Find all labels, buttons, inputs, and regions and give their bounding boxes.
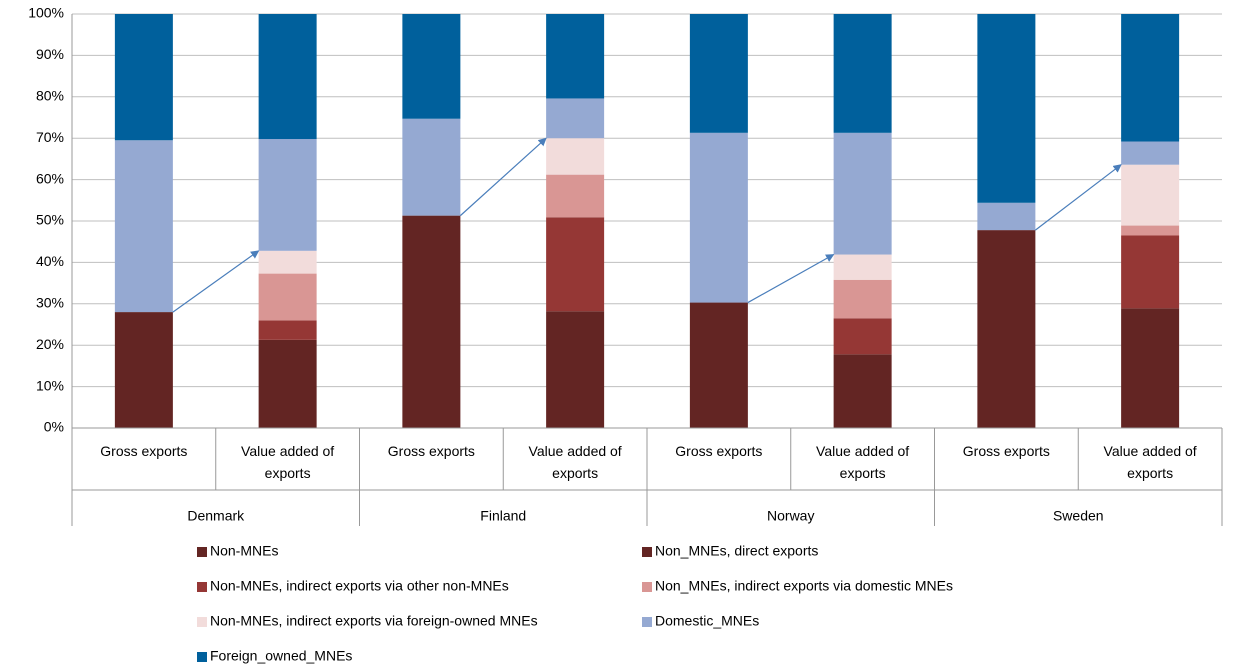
x-tick-label: Value added of exports <box>1103 443 1197 481</box>
legend-swatch <box>197 582 207 592</box>
bar-segment <box>258 320 317 340</box>
y-tick-label: 10% <box>36 377 64 393</box>
bar-segment <box>546 311 605 428</box>
x-tick-label: Gross exports <box>100 443 188 459</box>
legend-label: Non-MNEs, indirect exports via foreign-o… <box>210 613 538 629</box>
bar-segment <box>546 174 605 218</box>
bar-segment <box>1121 164 1180 226</box>
x-tick-label-box: Gross exports <box>962 443 1050 459</box>
bar-segment <box>1121 14 1180 142</box>
legend-swatch <box>197 547 207 557</box>
bar-segment <box>258 339 317 428</box>
bar-segment <box>977 230 1036 428</box>
y-tick-label: 50% <box>36 212 64 228</box>
y-tick-label: 0% <box>44 419 64 435</box>
bar-segment <box>546 98 605 139</box>
legend-swatch <box>197 617 207 627</box>
bar-segment <box>114 140 173 313</box>
x-tick-label: Gross exports <box>387 443 475 459</box>
x-tick-label: Value added of exports <box>241 443 335 481</box>
x-tick-label-box: Value added of exports <box>528 443 622 481</box>
legend-label: Domestic_MNEs <box>655 613 759 629</box>
x-tick-label-box: Gross exports <box>100 443 188 459</box>
bar-segment <box>258 273 317 321</box>
bar-segment <box>977 14 1036 203</box>
y-tick-label: 70% <box>36 129 64 145</box>
bar-segment <box>689 132 748 303</box>
bar-segment <box>258 139 317 251</box>
bar-segment <box>833 132 892 255</box>
x-tick-label-box: Value added of exports <box>1103 443 1197 481</box>
bar-segment <box>402 14 461 119</box>
x-tick-label-box: Value added of exports <box>816 443 910 481</box>
arrow <box>172 250 260 313</box>
bar-segment <box>546 14 605 99</box>
bar-segment <box>114 312 173 428</box>
legend-label: Non-MNEs <box>210 543 278 559</box>
bar-segment <box>402 118 461 216</box>
legend-swatch <box>642 547 652 557</box>
x-tick-label-box: Value added of exports <box>241 443 335 481</box>
y-tick-label: 20% <box>36 336 64 352</box>
bar-segment <box>1121 308 1180 428</box>
y-tick-label: 100% <box>28 5 64 21</box>
legend-label: Non-MNEs, indirect exports via other non… <box>210 578 509 594</box>
group-label: Denmark <box>187 508 245 524</box>
bar-segment <box>402 215 461 428</box>
arrow <box>1035 164 1122 231</box>
bar-segment <box>114 14 173 141</box>
bar-segment <box>833 318 892 355</box>
x-tick-label: Value added of exports <box>816 443 910 481</box>
bar-segment <box>833 14 892 133</box>
bar-segment <box>689 14 748 133</box>
arrow <box>459 137 547 217</box>
bar-segment <box>833 279 892 319</box>
group-label: Norway <box>767 508 814 524</box>
bar-segment <box>258 250 317 274</box>
bar-segment <box>1121 235 1180 309</box>
legend-label: Non_MNEs, indirect exports via domestic … <box>655 578 953 594</box>
legend-swatch <box>197 652 207 662</box>
y-tick-label: 30% <box>36 295 64 311</box>
legend-swatch <box>642 582 652 592</box>
x-tick-label-box: Gross exports <box>675 443 763 459</box>
legend-label: Foreign_owned_MNEs <box>210 648 352 664</box>
legend-label: Non_MNEs, direct exports <box>655 543 818 559</box>
bar-segment <box>546 138 605 175</box>
x-tick-label: Gross exports <box>675 443 763 459</box>
y-tick-label: 40% <box>36 253 64 269</box>
bar-segment <box>977 202 1036 231</box>
y-tick-label: 60% <box>36 170 64 186</box>
bar-segment <box>1121 225 1180 236</box>
bar-segment <box>258 14 317 140</box>
x-tick-label-box: Gross exports <box>387 443 475 459</box>
x-tick-label: Value added of exports <box>528 443 622 481</box>
y-tick-label: 90% <box>36 46 64 62</box>
x-tick-label: Gross exports <box>962 443 1050 459</box>
legend-swatch <box>642 617 652 627</box>
arrow <box>747 254 835 304</box>
bar-segment <box>833 254 892 280</box>
group-label: Sweden <box>1053 508 1104 524</box>
bar-segment <box>833 354 892 428</box>
bar-segment <box>546 217 605 312</box>
group-label: Finland <box>480 508 526 524</box>
bar-segment <box>1121 141 1180 165</box>
bar-segment <box>689 302 748 428</box>
y-tick-label: 80% <box>36 88 64 104</box>
